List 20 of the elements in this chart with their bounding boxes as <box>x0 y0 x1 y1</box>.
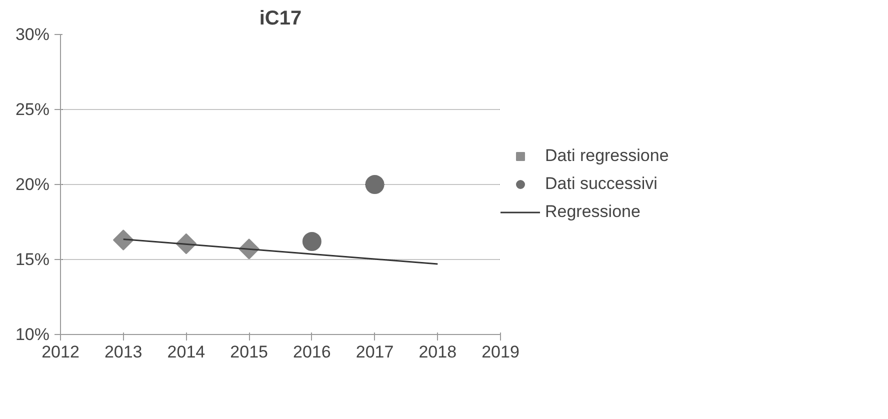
y-tick-label: 15% <box>15 250 50 269</box>
y-tick-label: 20% <box>15 175 50 194</box>
chart-title: iC17 <box>259 8 302 30</box>
y-tick-label: 25% <box>15 100 50 119</box>
x-tick-label: 2018 <box>418 342 457 362</box>
x-tick-label: 2013 <box>104 342 142 362</box>
legend-label: Regressione <box>545 202 640 222</box>
x-tick-label: 2015 <box>230 342 268 362</box>
x-tick-label: 2014 <box>167 342 206 362</box>
legend-label: Dati regressione <box>545 146 669 166</box>
point <box>112 230 134 250</box>
legend-label: Dati successivi <box>545 174 658 194</box>
point <box>302 232 322 251</box>
x-tick-label: 2016 <box>293 342 331 362</box>
y-tick-label: 10% <box>15 325 50 344</box>
y-tick-label: 30% <box>15 25 50 44</box>
x-tick-label: 2019 <box>482 342 520 362</box>
point <box>365 175 384 194</box>
x-tick-label: 2017 <box>356 342 394 362</box>
x-tick-label: 2012 <box>42 342 80 362</box>
